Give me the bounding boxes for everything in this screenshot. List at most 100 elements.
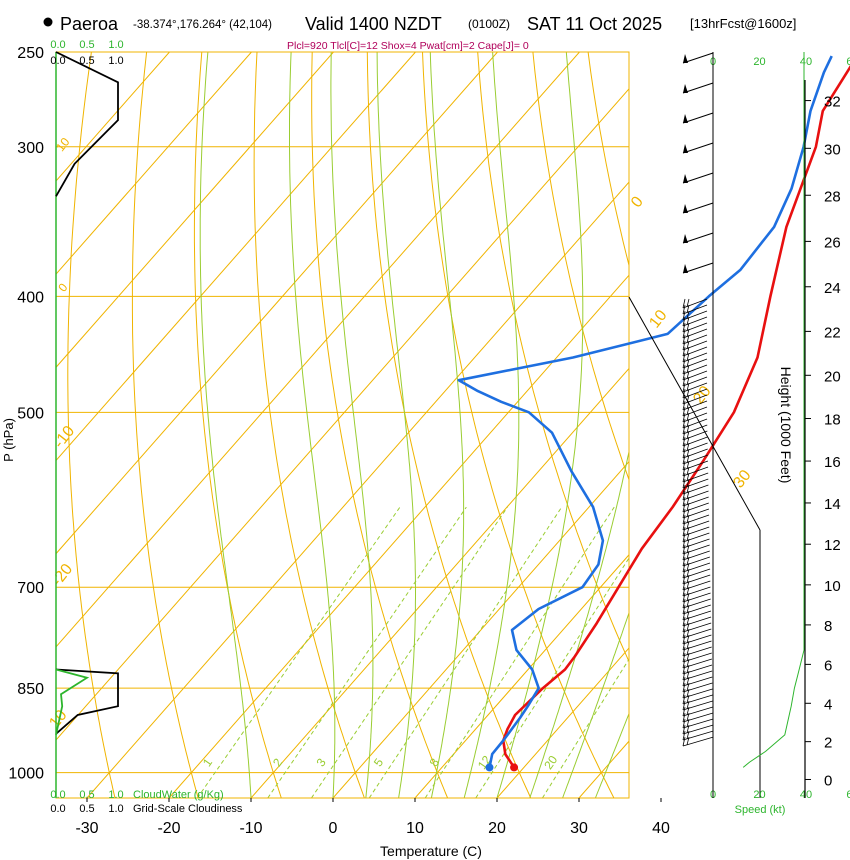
wind-barb-flag: [682, 418, 686, 429]
y-axis-label: P (hPa): [1, 418, 16, 462]
wind-barb-flag: [682, 634, 686, 645]
isotherm-label: 20: [690, 383, 714, 408]
wind-barb-flag: [686, 598, 690, 608]
height-tick-label: 4: [824, 696, 832, 713]
wind-barb-flag: [682, 580, 686, 591]
temperature-tick-label: 30: [570, 820, 588, 837]
wind-barb-flag: [682, 652, 686, 663]
cloud-cover-line: [55, 668, 119, 735]
temperature-tick-label: 20: [488, 820, 506, 837]
wind-barb-flag: [682, 442, 686, 453]
wind-barb-flag: [686, 670, 690, 680]
height-tick-label: 20: [824, 368, 841, 385]
height-tick-label: 24: [824, 280, 841, 297]
wind-barb-dense: [682, 610, 712, 621]
speed-tick-top: 20: [753, 56, 765, 68]
wind-barb-flag: [686, 472, 690, 482]
wind-barb-flag: [682, 460, 686, 471]
wind-barb-dense: [682, 424, 708, 435]
height-tick-label: 6: [824, 657, 832, 674]
wind-barb-flag: [686, 652, 690, 662]
wind-barb-flag: [682, 592, 686, 603]
wind-barb-dense: [682, 472, 709, 483]
valid-time-utc: (0100Z): [468, 17, 510, 31]
wind-barb-staff: [682, 622, 712, 633]
wind-barb-flag: [686, 616, 690, 626]
wind-barb-flag: [686, 358, 690, 368]
temperature-tick-label: -20: [157, 820, 180, 837]
wind-barb-flag: [686, 454, 690, 464]
wind-barb-flag: [682, 610, 686, 621]
mixing-ratio-line: [424, 506, 615, 798]
wind-barb-flag: [686, 604, 690, 614]
wind-barb-flag: [686, 364, 690, 374]
wind-barb-flag: [682, 472, 686, 483]
wind-barb-flag: [686, 340, 690, 350]
barb-panel-divider: [628, 296, 761, 531]
wind-barb-flag: [686, 664, 690, 674]
wind-barb-dense: [682, 718, 714, 729]
wind-barb-flag: [682, 328, 686, 339]
station-dot-icon: [43, 17, 53, 27]
wind-barb-flag: [686, 406, 690, 416]
wind-barb-dense: [682, 658, 713, 669]
wind-barb-flag: [686, 400, 690, 410]
wind-barb: [682, 232, 714, 244]
wind-barb-staff: [682, 646, 712, 657]
speed-axis-label: Speed (kt): [735, 804, 786, 816]
wind-barb-staff: [682, 688, 713, 699]
wind-barb-flag: [682, 586, 686, 597]
wind-barb-staff: [682, 736, 714, 747]
wind-barb-dense: [682, 298, 708, 309]
wind-barb-flag: [686, 544, 690, 554]
wind-barb-flag: [682, 334, 686, 345]
wind-barb-flag: [682, 718, 686, 729]
moist-adiabat-line: [199, 52, 252, 798]
wind-barb-flag: [682, 544, 686, 555]
wind-barb-dense: [682, 334, 708, 345]
wind-barb-staff: [682, 112, 714, 124]
wind-barb-flag: [686, 658, 690, 668]
wind-barb-flag: [682, 508, 686, 519]
isotherm-label: -10: [51, 423, 79, 452]
pressure-tick-label: 1000: [8, 766, 44, 783]
wind-barb-flag: [682, 706, 686, 717]
wind-barb-dense: [682, 676, 713, 687]
wind-barb-flag: [686, 694, 690, 704]
pressure-tick-label: 250: [17, 45, 44, 62]
cloudwater-tick-bottom: 1.0: [108, 789, 123, 801]
wind-barb-staff: [682, 592, 711, 603]
wind-barb: [682, 112, 714, 124]
cloudwater-tick-bottom: 0.5: [79, 789, 94, 801]
isotherm-label: 0: [628, 193, 647, 211]
wind-barb-flag: [686, 688, 690, 698]
wind-barb-dense: [682, 322, 708, 333]
wind-barb-flag: [686, 550, 690, 560]
wind-barb-flag: [682, 694, 686, 705]
cloudwater-tick-top: 0.5: [79, 39, 94, 51]
wind-barb-staff: [682, 580, 711, 591]
wind-barb-dense: [682, 382, 708, 393]
wind-barb-dense: [682, 478, 709, 489]
wind-barb-flag: [686, 316, 690, 326]
wind-barb-pennant: [683, 84, 688, 93]
wind-barb-flag: [682, 658, 686, 669]
wind-barb-staff: [682, 202, 714, 214]
cloudwater-tick-top: 0.0: [50, 39, 65, 51]
cloudiness-tick-bottom: 0.0: [50, 803, 65, 815]
wind-barb-dense: [682, 580, 711, 591]
dry-adiabat-line: [67, 52, 116, 798]
moist-adiabat-line: [562, 611, 629, 798]
moist-adiabat-line: [594, 712, 629, 798]
station-name: Paeroa: [60, 14, 119, 34]
wind-barb-flag: [686, 634, 690, 644]
moist-adiabat-line: [529, 449, 629, 798]
moist-adiabat-line: [289, 52, 336, 798]
wind-barb-flag: [686, 466, 690, 476]
wind-barb-flag: [686, 628, 690, 638]
wind-barb-staff: [682, 658, 713, 669]
pressure-tick-label: 850: [17, 681, 44, 698]
wind-barb-flag: [682, 640, 686, 651]
wind-barb-flag: [682, 448, 686, 459]
height-tick-label: 16: [824, 454, 841, 471]
